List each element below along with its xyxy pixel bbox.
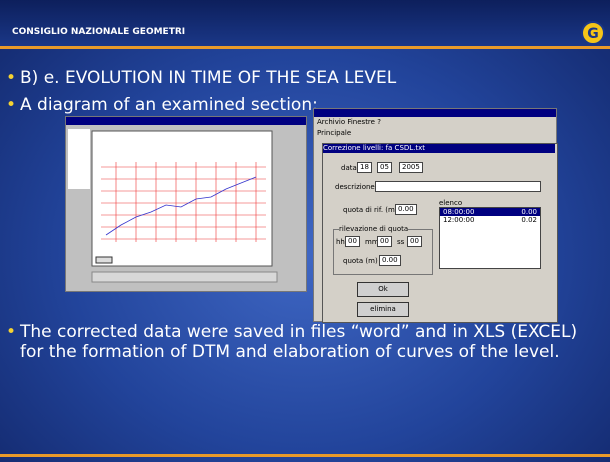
chart-image [66,117,306,291]
header-rule [0,46,610,49]
menu: Archivio Finestre ? [317,118,381,126]
field: 00 [345,236,360,247]
field: 18 [357,162,372,173]
slide: CONSIGLIO NAZIONALE GEOMETRI G B) e. EVO… [0,0,610,462]
cell: 0.02 [521,216,537,224]
label: rilevazione di quota [339,225,408,233]
dialog-screenshot: Archivio Finestre ? Principale Correzion… [313,108,557,322]
field: 0.00 [395,204,417,215]
header-title: CONSIGLIO NAZIONALE GEOMETRI [12,27,185,37]
ok-button: Ok [357,282,409,297]
logo: G [580,20,606,46]
label: quota (m) [343,257,378,265]
label: ss [397,238,404,246]
tab: Principale [317,129,351,137]
label: data [341,164,357,172]
field: 00 [407,236,422,247]
delete-button: elimina [357,302,409,317]
dialog: Correzione livelli: fa CSDL.txt data 18 … [322,143,558,323]
dialog-title: Correzione livelli: fa CSDL.txt [323,144,555,153]
label: quota di rif. (m) [343,206,398,214]
list: 08:00:00 0.00 12:00:00 0.02 [439,207,541,269]
field: 00 [377,236,392,247]
field: 2005 [399,162,423,173]
field [375,181,541,192]
bullet: A diagram of an examined section: [20,95,318,115]
label: elenco [439,199,462,207]
bullet: B) e. EVOLUTION IN TIME OF THE SEA LEVEL [20,68,396,88]
field: 05 [377,162,392,173]
list-row: 08:00:00 0.00 [440,208,540,216]
bullet: The corrected data were saved in files “… [20,322,590,362]
svg-text:G: G [587,26,599,42]
label: descrizione [335,183,375,191]
footer-rule [0,454,610,457]
header-bar [0,0,610,46]
cell: 0.00 [521,208,537,216]
window-bar [314,109,556,117]
cell: 08:00:00 [443,208,474,216]
list-row: 12:00:00 0.02 [440,216,540,224]
chart-screenshot [65,116,307,292]
field: 0.00 [379,255,401,266]
label: hh [336,238,345,246]
cell: 12:00:00 [443,216,474,224]
